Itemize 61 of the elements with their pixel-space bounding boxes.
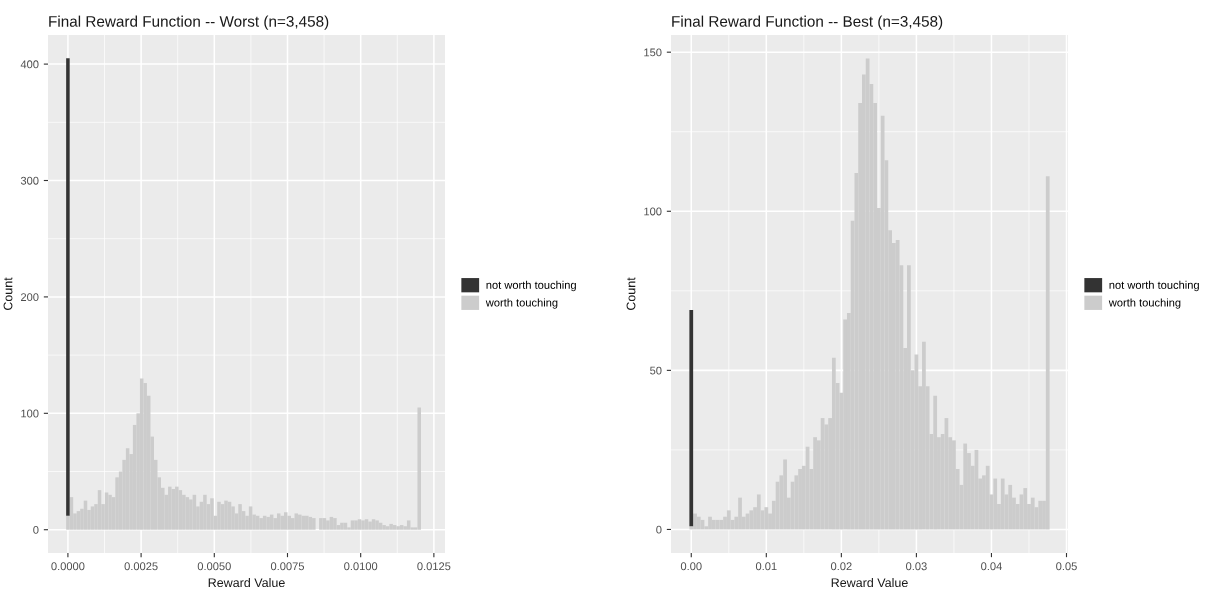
chart-title: Final Reward Function -- Best (n=3,458): [672, 15, 943, 30]
bar: [749, 510, 754, 530]
bar: [933, 395, 938, 530]
bar: [1008, 484, 1013, 530]
legend-label: not worth touching: [486, 280, 576, 292]
x-tick-label: 0.0000: [51, 562, 85, 571]
bar: [399, 525, 404, 530]
bar: [764, 507, 769, 530]
legend-label: worth touching: [485, 298, 558, 309]
bar: [726, 510, 731, 530]
bar: [1045, 176, 1050, 530]
y-tick-label: 100: [21, 409, 39, 418]
x-axis-title: Reward Value: [831, 577, 908, 588]
bar: [210, 498, 214, 530]
x-tick-label: 0.03: [906, 562, 927, 571]
y-tick-label: 300: [20, 176, 39, 185]
x-tick-label: 0.0125: [417, 562, 451, 571]
y-tick-label: 100: [644, 207, 662, 216]
bar: [350, 520, 355, 530]
y-axis-title: Count: [626, 277, 636, 311]
bar: [756, 494, 761, 530]
y-tick-label: 0: [33, 525, 39, 534]
bar: [993, 478, 998, 530]
legend-label: not worth touching: [1109, 280, 1199, 292]
x-tick-label: 0.0075: [270, 562, 305, 571]
bar: [406, 520, 411, 530]
x-axis-title: Reward Value: [208, 577, 285, 588]
x-tick-label: 0.05: [1056, 562, 1077, 571]
x-tick-label: 0.0050: [197, 562, 231, 571]
x-tick-label: 0.0025: [124, 562, 158, 571]
bar: [392, 525, 397, 530]
bar: [1023, 488, 1028, 530]
y-tick-label: 200: [20, 293, 39, 302]
bar: [831, 357, 836, 530]
x-tick-label: 0.00: [680, 562, 702, 571]
bar: [865, 58, 870, 530]
bar: [66, 58, 70, 516]
x-tick-label: 0.0100: [344, 562, 378, 571]
bar: [963, 443, 968, 530]
y-tick-label: 400: [20, 60, 39, 69]
legend-label: worth touching: [1108, 298, 1181, 309]
bar: [895, 239, 900, 530]
bar: [1030, 497, 1035, 530]
y-tick-label: 0: [656, 525, 662, 534]
bar: [985, 465, 990, 530]
y-tick-label: 150: [644, 48, 662, 57]
bar: [711, 519, 716, 530]
bar: [696, 516, 701, 530]
bar: [689, 309, 694, 527]
x-tick-label: 0.01: [755, 562, 777, 571]
bar: [719, 519, 724, 530]
bar: [1038, 500, 1043, 530]
bar: [1000, 478, 1005, 530]
chart-title: Final Reward Function -- Worst (n=3,458): [49, 15, 329, 30]
bar: [693, 513, 697, 530]
bar: [217, 501, 221, 530]
y-axis-title: Count: [3, 277, 13, 311]
y-tick-label: 50: [650, 366, 662, 375]
x-tick-label: 0.04: [981, 562, 1002, 571]
x-tick-label: 0.02: [830, 562, 852, 571]
bar: [880, 115, 885, 530]
